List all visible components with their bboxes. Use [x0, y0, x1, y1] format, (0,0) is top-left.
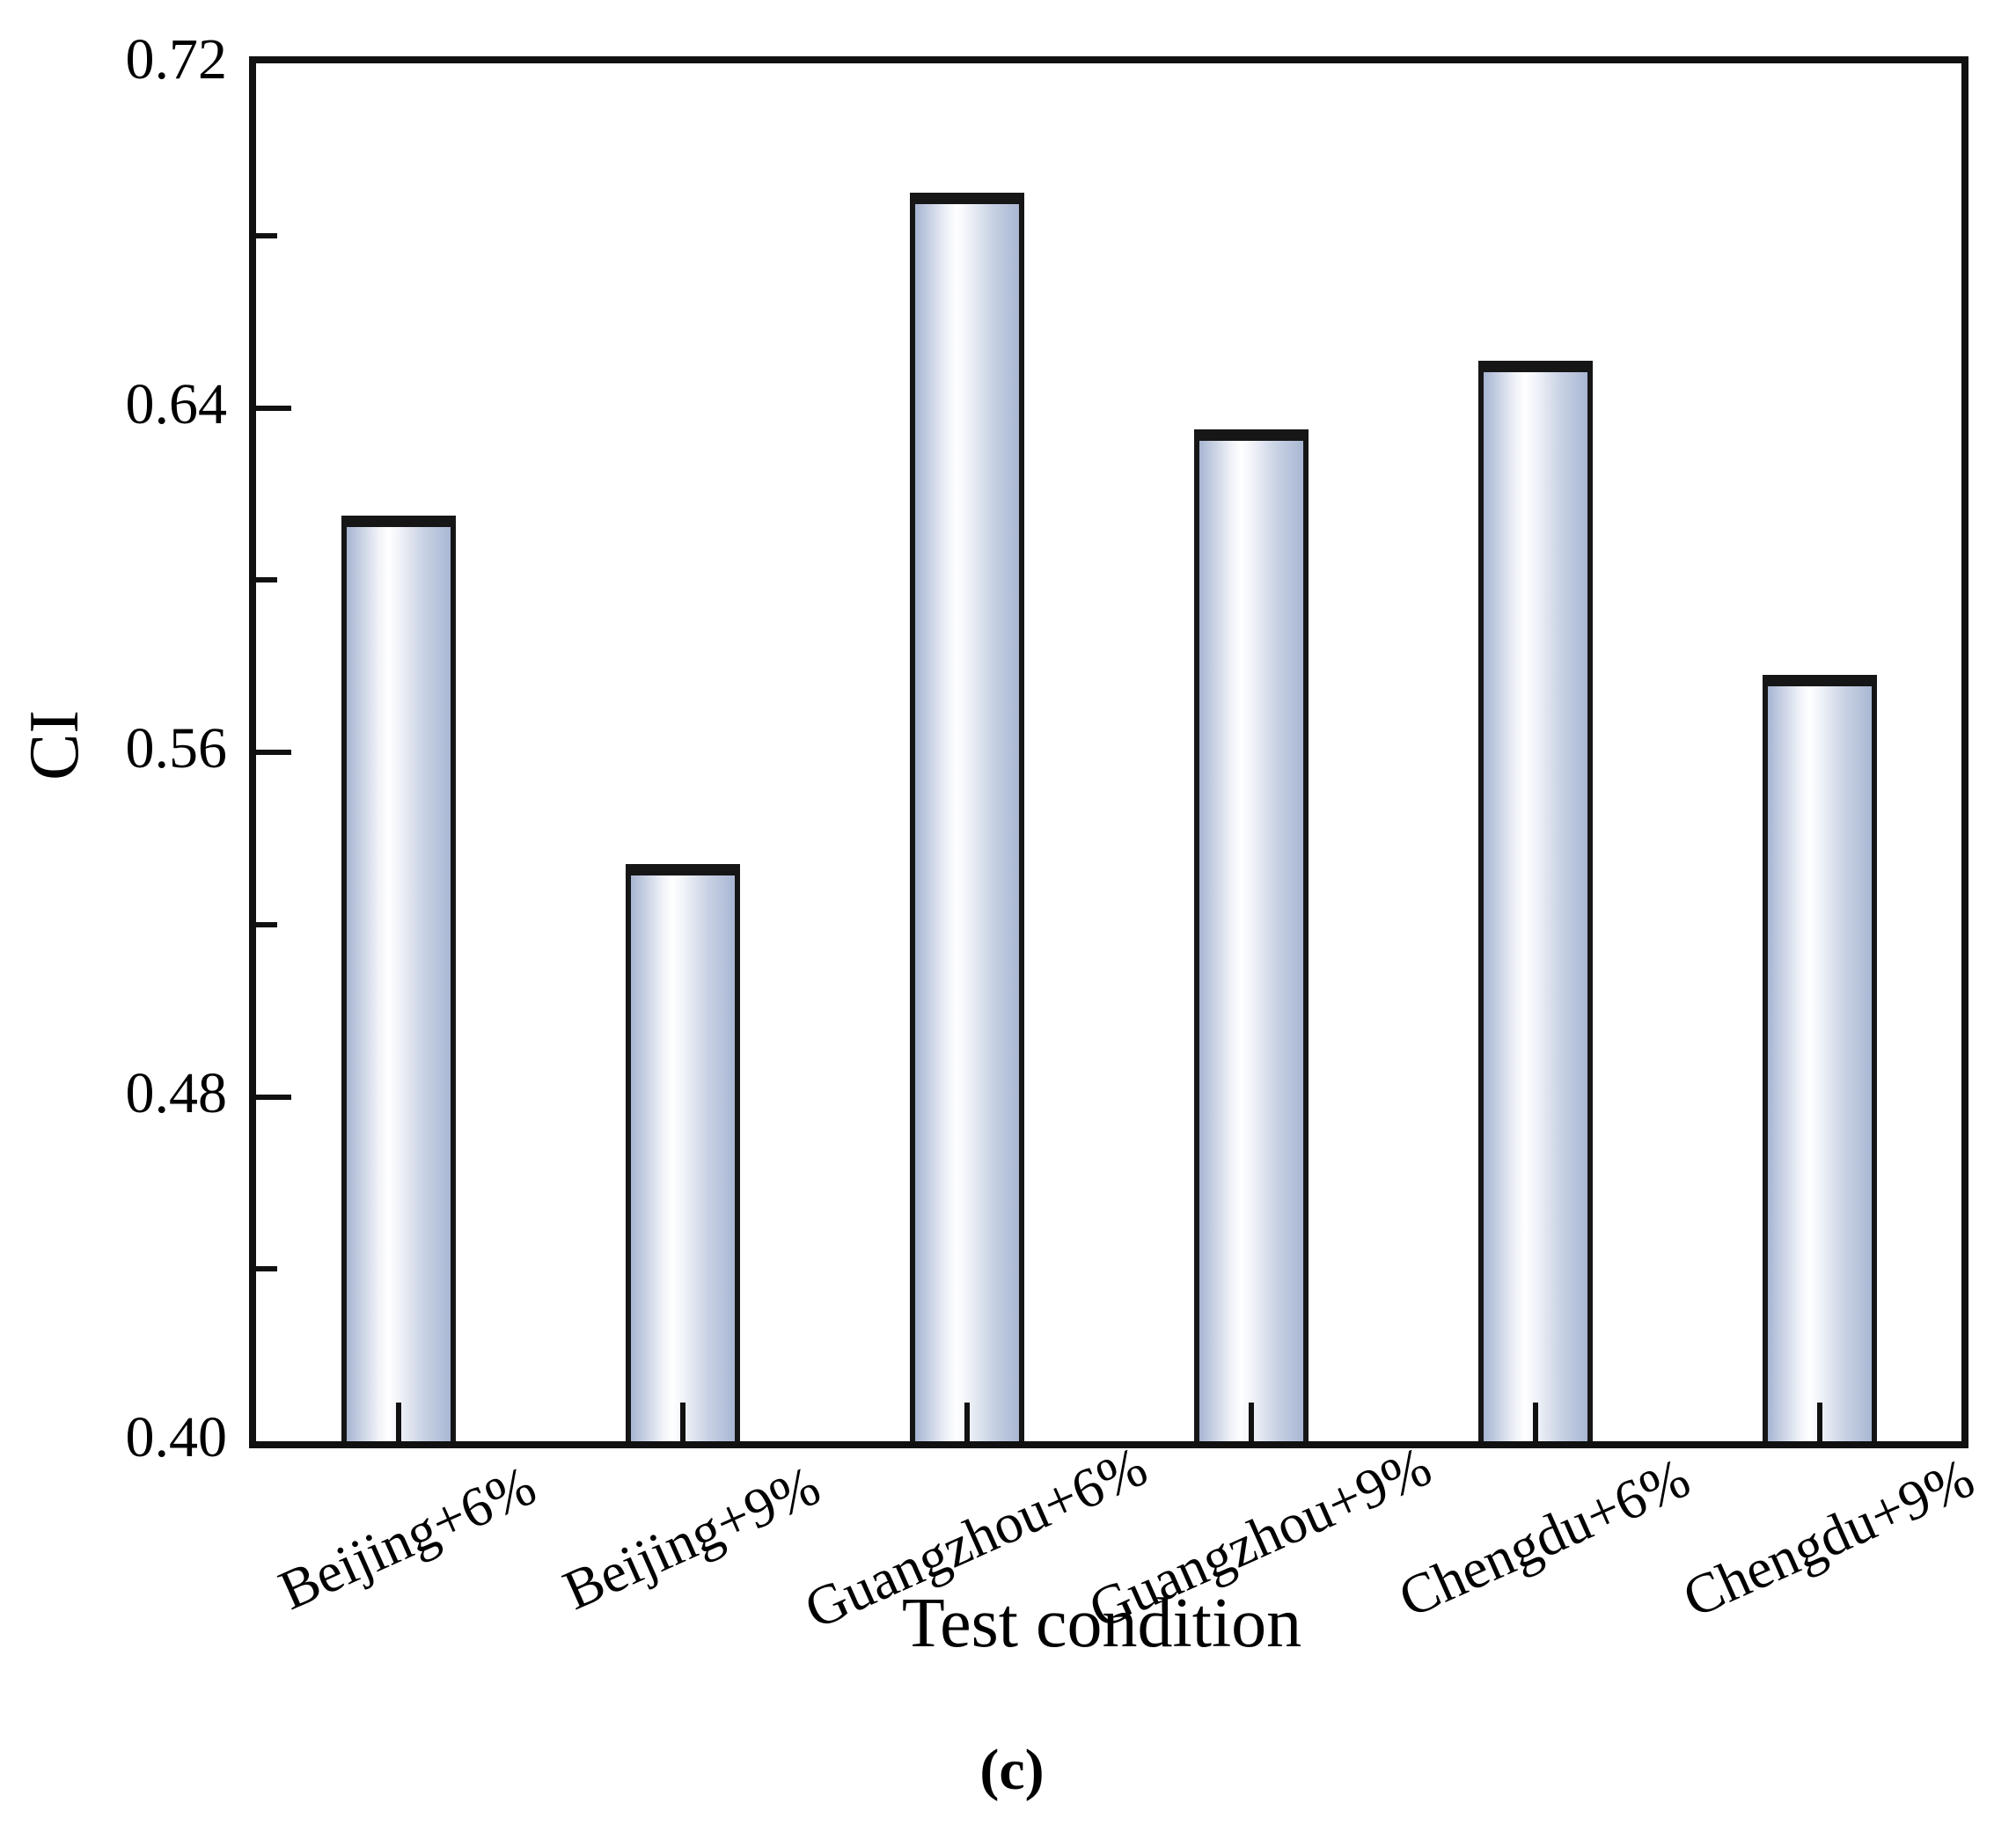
- bar-Chengdu+9%: [1762, 674, 1877, 1441]
- y-minor-tick: [256, 921, 277, 927]
- x-tick: [964, 1403, 970, 1441]
- y-minor-tick: [256, 577, 277, 583]
- x-tick: [1532, 1403, 1538, 1441]
- bar-Guangzhou+6%: [909, 192, 1024, 1441]
- y-tick-label: 0.64: [125, 371, 228, 436]
- bar-Beijing+6%: [341, 515, 456, 1441]
- y-major-tick: [256, 405, 291, 411]
- x-axis-title: Test condition: [901, 1585, 1302, 1662]
- plot-area: [249, 56, 1968, 1448]
- y-tick-label: 0.56: [125, 716, 228, 780]
- y-axis-title: CI: [16, 710, 93, 780]
- y-major-tick: [256, 1094, 291, 1100]
- y-minor-tick: [256, 232, 277, 238]
- x-tick: [395, 1403, 401, 1441]
- x-tick: [1816, 1403, 1822, 1441]
- y-tick-label: 0.40: [125, 1405, 228, 1469]
- y-major-tick: [256, 750, 291, 755]
- x-tick-label: Beijing+9%: [553, 1454, 829, 1622]
- x-tick-label: Beijing+6%: [269, 1454, 545, 1622]
- y-tick-label: 0.48: [125, 1060, 228, 1125]
- y-minor-tick: [256, 1266, 277, 1272]
- figure-caption: (c): [979, 1738, 1045, 1802]
- x-tick-label: Chengdu+9%: [1673, 1446, 1983, 1630]
- bar-Chengdu+6%: [1477, 360, 1593, 1441]
- x-tick-label: Chengdu+6%: [1389, 1446, 1698, 1630]
- bar-Beijing+9%: [625, 864, 740, 1441]
- x-tick: [679, 1403, 685, 1441]
- x-tick: [1248, 1403, 1254, 1441]
- bar-Guangzhou+9%: [1193, 429, 1309, 1441]
- y-tick-label: 0.72: [125, 27, 228, 92]
